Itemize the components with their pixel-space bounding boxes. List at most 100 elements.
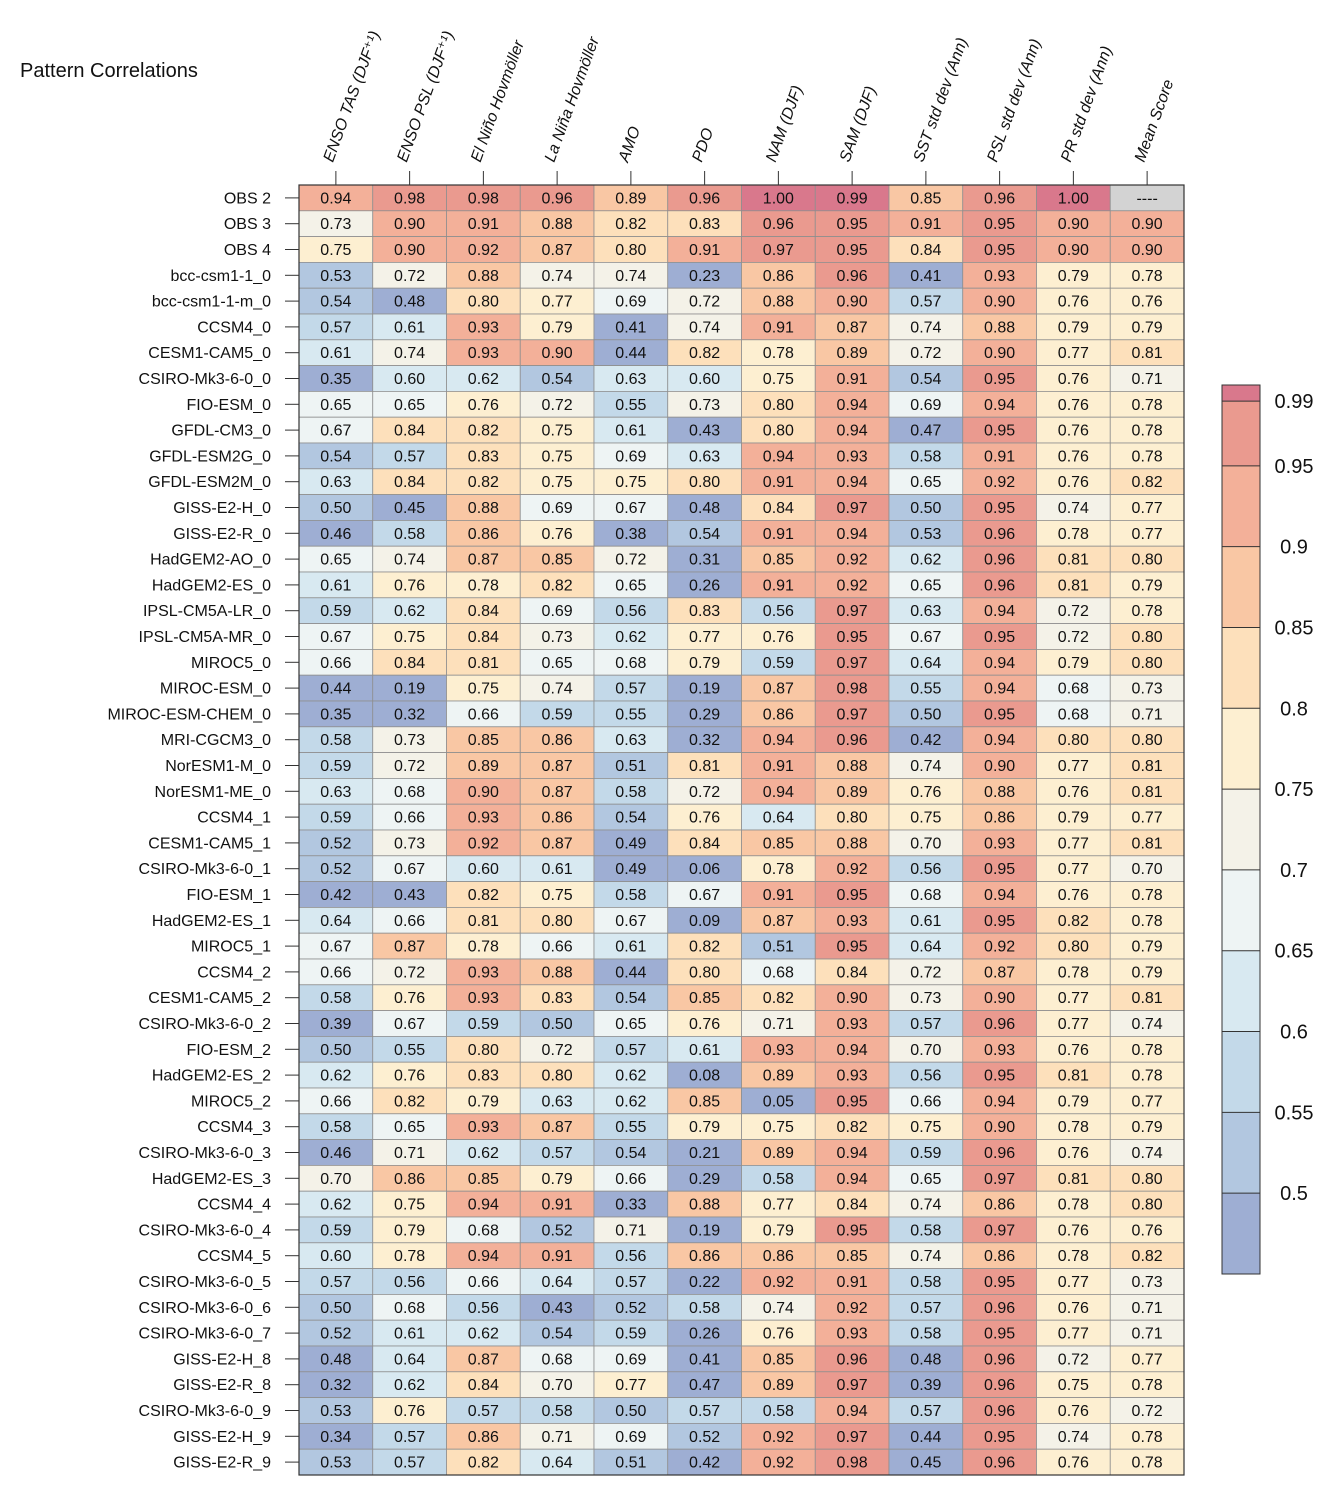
heatmap-cell [1109,1423,1185,1450]
cell-value-label: 0.46 [320,1145,351,1162]
cell-value-label: 0.84 [837,964,868,981]
cell-value-label: 0.70 [910,1042,941,1059]
cell-value-label: 0.72 [689,784,720,801]
heatmap-cell [814,1036,890,1063]
heatmap-cell [446,932,521,960]
cell-value-label: 0.55 [394,1042,425,1059]
cell-value-label: 0.74 [1058,500,1089,517]
heatmap-cell [519,1423,595,1450]
cell-value-label: 0.87 [984,964,1015,981]
heatmap-cell [298,365,374,392]
cell-value-label: 0.75 [615,474,646,491]
cell-value-label: 0.76 [542,526,573,543]
heatmap-cell [446,236,521,263]
cell-value-label: 0.79 [542,319,573,336]
cell-value-label: 0.88 [984,784,1015,801]
heatmap-cell [593,365,669,392]
cell-value-label: 0.81 [1132,758,1163,775]
colorbar-segment [1222,546,1260,628]
cell-value-label: 0.94 [468,1197,499,1214]
cell-value-label: 0.72 [394,964,425,981]
heatmap-cell [741,236,816,263]
column-label: Mean Score [1132,77,1178,164]
heatmap-cell [1036,881,1111,908]
heatmap-cell [1109,236,1185,263]
cell-value-label: 0.29 [689,1171,720,1188]
heatmap-cell [372,700,447,728]
heatmap-cell [298,1113,374,1141]
cell-value-label: 0.44 [615,345,646,362]
cell-value-label: 0.58 [910,1326,941,1343]
cell-value-label: 0.87 [763,681,794,698]
column-label: PR std dev (Ann) [1058,44,1116,164]
heatmap-cell [1109,442,1185,470]
cell-value-label: 0.94 [984,603,1015,620]
heatmap-cell [814,829,890,857]
cell-value-label: 0.81 [1132,345,1163,362]
cell-value-label: 0.59 [320,603,351,620]
heatmap-cell [814,700,890,728]
colorbar-segment [1222,1112,1260,1194]
heatmap-cell [519,236,595,263]
cell-value-label: 0.93 [984,268,1015,285]
heatmap-cell [814,184,890,212]
heatmap-cell [298,597,374,624]
cell-value-label: 0.76 [1058,448,1089,465]
heatmap-cell [962,1010,1037,1037]
cell-value-label: 0.62 [394,1377,425,1394]
row-label: IPSL-CM5A-MR_0 [139,629,272,646]
heatmap-cell [888,1242,964,1270]
cell-value-label: 0.59 [320,810,351,827]
cell-value-label: 0.35 [320,371,351,388]
cell-value-label: 0.90 [1058,216,1089,233]
heatmap-cell [667,623,742,650]
cell-value-label: 0.80 [1058,732,1089,749]
cell-value-label: 0.72 [1132,1403,1163,1420]
heatmap-cell [1109,726,1185,753]
heatmap-cell [814,1268,890,1295]
cell-value-label: 0.90 [542,345,573,362]
cell-value-label: 0.63 [615,371,646,388]
cell-value-label: 0.93 [984,835,1015,852]
cell-value-label: 0.63 [689,448,720,465]
heatmap-cell [741,261,816,289]
heatmap-cell [593,261,669,289]
cell-value-label: 0.56 [910,861,941,878]
heatmap-cell [741,210,816,238]
cell-value-label: 0.95 [984,1326,1015,1343]
heatmap-cell [741,287,816,315]
heatmap-cell [446,674,521,702]
cell-value-label: 0.80 [542,913,573,930]
cell-value-label: 0.89 [763,1068,794,1085]
cell-value-label: 0.33 [615,1197,646,1214]
heatmap-cell [888,1423,964,1450]
heatmap-cell [593,1139,669,1166]
heatmap-cell [814,1345,890,1373]
heatmap-cell [741,313,816,341]
cell-value-label: 0.61 [689,1042,720,1059]
cell-value-label: 0.77 [763,1197,794,1214]
cell-value-label: 0.67 [615,500,646,517]
cell-value-label: 0.53 [320,1403,351,1420]
cell-value-label: 0.93 [468,1119,499,1136]
cell-value-label: 0.77 [1132,1351,1163,1368]
heatmap-cell [298,571,374,599]
cell-value-label: 0.26 [689,577,720,594]
cell-value-label: 0.74 [542,268,573,285]
heatmap-cell [962,1242,1037,1270]
cell-value-label: 0.72 [615,552,646,569]
heatmap-cell [888,932,964,960]
heatmap-cell [667,261,742,289]
cell-value-label: 0.59 [320,758,351,775]
cell-value-label: 0.77 [689,629,720,646]
cell-value-label: 0.67 [615,913,646,930]
colorbar-tick-label: 0.99 [1275,391,1314,413]
heatmap-cell [667,958,742,986]
heatmap-cell [298,778,374,805]
cell-value-label: 0.75 [394,1197,425,1214]
cell-value-label: 0.91 [763,319,794,336]
cell-value-label: 0.56 [615,1248,646,1265]
row-label: CCSM4_4 [197,1197,271,1214]
cell-value-label: 0.87 [394,939,425,956]
cell-value-label: 0.54 [542,1326,573,1343]
